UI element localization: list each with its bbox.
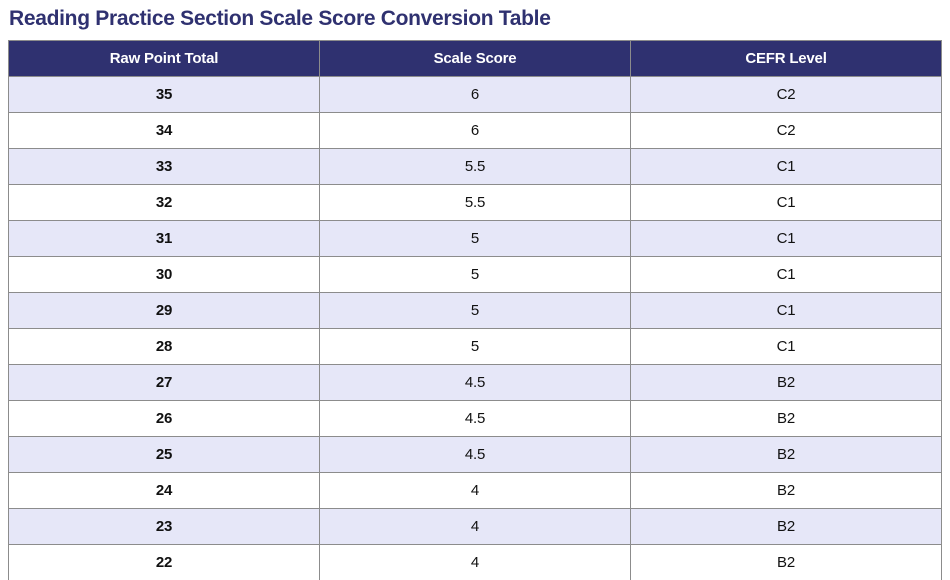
cell-cefr-level: C1 — [630, 256, 942, 293]
cell-scale-score: 5 — [319, 256, 631, 293]
cell-cefr-level: C2 — [630, 76, 942, 113]
table-header-row: Raw Point Total Scale Score CEFR Level — [8, 40, 942, 77]
table-row: 22 4 B2 — [8, 544, 942, 580]
cell-scale-score: 5.5 — [319, 148, 631, 185]
cell-raw-point-total: 30 — [8, 256, 320, 293]
score-conversion-table: Raw Point Total Scale Score CEFR Level 3… — [8, 40, 942, 580]
cell-cefr-level: C1 — [630, 148, 942, 185]
table-row: 30 5 C1 — [8, 256, 942, 293]
cell-scale-score: 4 — [319, 508, 631, 545]
cell-cefr-level: B2 — [630, 364, 942, 401]
cell-raw-point-total: 22 — [8, 544, 320, 580]
cell-raw-point-total: 28 — [8, 328, 320, 365]
table-row: 26 4.5 B2 — [8, 400, 942, 437]
table-row: 32 5.5 C1 — [8, 184, 942, 221]
cell-cefr-level: B2 — [630, 472, 942, 509]
table-row: 27 4.5 B2 — [8, 364, 942, 401]
cell-scale-score: 4 — [319, 472, 631, 509]
cell-raw-point-total: 26 — [8, 400, 320, 437]
table-row: 34 6 C2 — [8, 112, 942, 149]
cell-cefr-level: C1 — [630, 328, 942, 365]
cell-scale-score: 4 — [319, 544, 631, 580]
cell-raw-point-total: 25 — [8, 436, 320, 473]
cell-raw-point-total: 32 — [8, 184, 320, 221]
cell-raw-point-total: 33 — [8, 148, 320, 185]
table-row: 25 4.5 B2 — [8, 436, 942, 473]
cell-scale-score: 5 — [319, 292, 631, 329]
cell-raw-point-total: 27 — [8, 364, 320, 401]
table-row: 24 4 B2 — [8, 472, 942, 509]
cell-cefr-level: B2 — [630, 400, 942, 437]
cell-raw-point-total: 35 — [8, 76, 320, 113]
cell-cefr-level: C1 — [630, 292, 942, 329]
cell-scale-score: 6 — [319, 112, 631, 149]
cell-cefr-level: C2 — [630, 112, 942, 149]
column-header-cefr-level: CEFR Level — [630, 40, 942, 77]
page-title: Reading Practice Section Scale Score Con… — [9, 7, 551, 30]
cell-raw-point-total: 29 — [8, 292, 320, 329]
cell-scale-score: 6 — [319, 76, 631, 113]
cell-scale-score: 5.5 — [319, 184, 631, 221]
cell-scale-score: 4.5 — [319, 364, 631, 401]
column-header-raw-point-total: Raw Point Total — [8, 40, 320, 77]
table-row: 31 5 C1 — [8, 220, 942, 257]
cell-scale-score: 4.5 — [319, 400, 631, 437]
table-row: 28 5 C1 — [8, 328, 942, 365]
cell-cefr-level: B2 — [630, 436, 942, 473]
cell-scale-score: 4.5 — [319, 436, 631, 473]
cell-scale-score: 5 — [319, 220, 631, 257]
table-row: 29 5 C1 — [8, 292, 942, 329]
column-header-scale-score: Scale Score — [319, 40, 631, 77]
cell-cefr-level: C1 — [630, 220, 942, 257]
table-row: 35 6 C2 — [8, 76, 942, 113]
table-row: 33 5.5 C1 — [8, 148, 942, 185]
cell-raw-point-total: 34 — [8, 112, 320, 149]
table-body: 35 6 C2 34 6 C2 33 5.5 C1 32 5.5 C1 31 5 C1 30 5 C1 29 5 C1 2… — [8, 76, 942, 580]
cell-cefr-level: B2 — [630, 544, 942, 580]
cell-scale-score: 5 — [319, 328, 631, 365]
cell-cefr-level: C1 — [630, 184, 942, 221]
cell-raw-point-total: 23 — [8, 508, 320, 545]
cell-raw-point-total: 31 — [8, 220, 320, 257]
cell-cefr-level: B2 — [630, 508, 942, 545]
cell-raw-point-total: 24 — [8, 472, 320, 509]
table-row: 23 4 B2 — [8, 508, 942, 545]
